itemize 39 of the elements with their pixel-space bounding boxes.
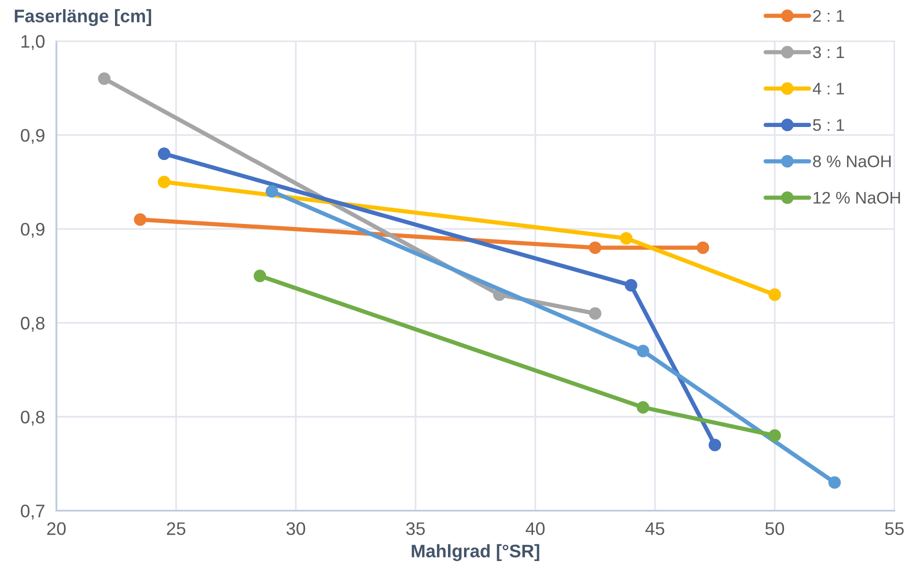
x-axis-title: Mahlgrad [°SR] [412,544,540,562]
point [624,279,638,292]
legend-label: 12 % NaOH [814,192,900,204]
point [588,307,602,320]
point [158,176,170,188]
y-tick-label: 0,8 [20,410,44,426]
y-tick-label: 0,9 [20,222,44,238]
y-axis-title: Faserlänge [cm] [14,9,152,26]
legend-label: 3 : 1 [812,46,844,58]
point [98,72,110,85]
point [636,401,650,414]
x-tick-label: 45 [645,522,664,536]
point [134,213,146,226]
point [828,476,841,489]
x-tick-label: 40 [526,522,545,536]
y-tick-label: 0,7 [20,504,44,520]
x-tick-label: 20 [47,522,66,536]
point [636,344,650,358]
point [588,241,602,254]
point [768,288,781,301]
y-tick-label: 0,9 [20,128,44,144]
point [708,438,722,452]
x-tick-label: 25 [166,522,186,536]
point [696,241,710,254]
point [620,232,633,245]
point [254,270,266,282]
point [768,429,781,442]
legend-label: 4 : 1 [812,82,844,94]
legend-label: 5 : 1 [813,119,844,131]
y-tick-label: 1,0 [22,35,45,50]
x-tick-label: 35 [406,522,425,536]
x-tick-label: 30 [286,522,306,536]
x-tick-label: 55 [885,522,904,536]
point [266,185,278,198]
y-tick-label: 0,8 [20,316,44,332]
point [158,148,170,160]
legend-label: 8 % NaOH [813,155,891,168]
legend-label: 2 : 1 [813,10,844,22]
x-tick-label: 50 [765,522,784,536]
